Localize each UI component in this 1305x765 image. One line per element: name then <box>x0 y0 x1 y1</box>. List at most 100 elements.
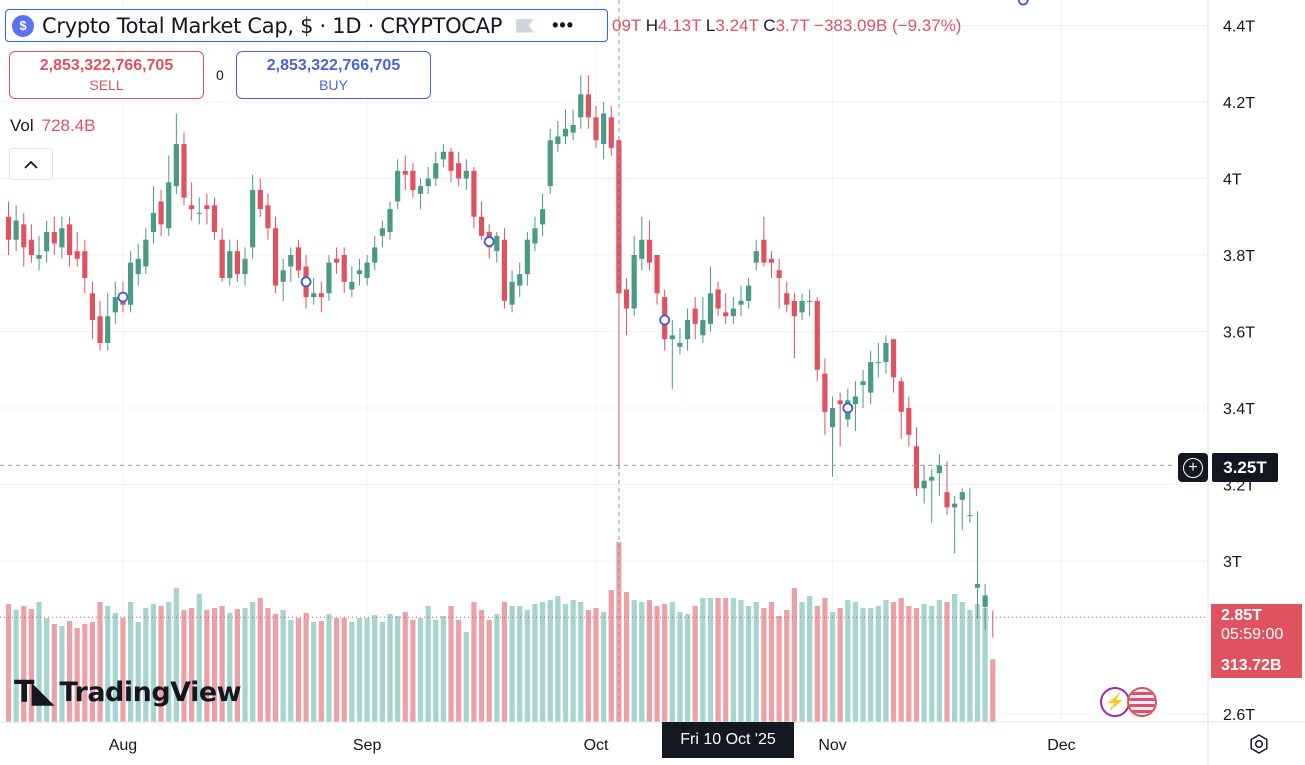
crosshair-price-label: 3.25T <box>1212 453 1278 482</box>
volume-bar <box>974 604 981 722</box>
candle-body <box>509 281 515 305</box>
volume-bar <box>746 606 752 722</box>
candle-body <box>219 239 225 278</box>
candle-body <box>250 189 256 248</box>
volume-bar <box>417 618 424 722</box>
chevron-up-icon[interactable] <box>9 148 53 180</box>
volume-bar <box>585 610 591 722</box>
candle-body <box>36 255 42 259</box>
more-dots-icon[interactable]: ••• <box>552 15 575 35</box>
symbol-header[interactable]: $ Crypto Total Market Cap, $ · 1D · CRYP… <box>5 9 608 42</box>
volume-bar <box>280 610 286 722</box>
volume-bar <box>364 618 370 722</box>
change-value: −383.09B (−9.37%) <box>814 16 962 35</box>
candle-body <box>578 94 584 118</box>
candle-body <box>982 595 988 607</box>
candle-body <box>105 316 111 343</box>
candle-body <box>5 216 12 240</box>
volume-bar <box>608 590 614 722</box>
volume-bar <box>21 606 27 722</box>
volume-bar <box>127 602 134 722</box>
volume-bar <box>890 602 897 722</box>
candle-body <box>715 289 721 309</box>
event-marker-icon <box>300 276 312 288</box>
high-value: 4.13T <box>658 16 702 35</box>
candle-body <box>456 163 462 179</box>
high-label: H <box>645 16 659 35</box>
chart-overlays <box>0 0 1208 722</box>
volume-bar <box>196 594 202 722</box>
candle-body <box>906 408 912 435</box>
buy-label: BUY <box>319 77 348 93</box>
price-tick-label: 3.6T <box>1223 325 1255 342</box>
volume-bar <box>295 618 302 722</box>
price-tick-label: 2.6T <box>1223 707 1255 724</box>
volume-bar <box>738 600 744 722</box>
volume-bar <box>578 602 584 722</box>
candle-body <box>692 308 698 324</box>
spread-value: 0 <box>216 67 224 83</box>
volume-bar <box>944 602 950 722</box>
volume-bar <box>204 610 210 722</box>
volume-bar <box>829 612 836 722</box>
candle-body <box>158 201 164 225</box>
lightning-event-icon[interactable]: ⚡ <box>1100 687 1130 717</box>
event-marker-icon <box>117 291 129 303</box>
volume-bar <box>433 620 439 722</box>
candle-body <box>66 224 73 255</box>
flag-icon[interactable] <box>516 18 535 33</box>
candle-body <box>295 247 302 271</box>
volume-bar <box>868 608 874 722</box>
close-label: C <box>763 16 776 35</box>
candle-body <box>639 239 645 259</box>
volume-bar <box>28 609 34 722</box>
candle-body <box>196 212 202 214</box>
candle-body <box>356 270 363 275</box>
event-marker-icon <box>842 402 854 414</box>
candle-body <box>860 381 866 386</box>
candle-body <box>883 342 889 363</box>
volume-bar <box>181 610 187 722</box>
volume-bar <box>570 600 576 722</box>
tradingview-logo[interactable]: T◣ TradingView <box>14 675 242 710</box>
settings-gear-icon[interactable] <box>1248 733 1270 755</box>
volume-legend: Vol 728.4B <box>10 116 96 136</box>
candle-body <box>654 255 660 294</box>
candle-body <box>791 300 797 317</box>
candle-body <box>417 186 424 194</box>
candle-body <box>540 209 546 225</box>
volume-bar <box>395 616 401 722</box>
time-tick-label: Dec <box>1047 737 1075 754</box>
candle-body <box>372 247 378 263</box>
volume-bar <box>288 620 294 722</box>
volume-bar <box>509 606 515 722</box>
candle-body <box>478 216 485 236</box>
volume-bar <box>639 602 645 722</box>
volume-bar <box>837 608 843 722</box>
volume-bar <box>730 598 736 722</box>
volume-bar <box>799 602 805 722</box>
volume-bar <box>814 606 820 722</box>
candle-body <box>143 239 149 267</box>
candle-body <box>471 170 477 217</box>
us-flag-event-icon[interactable] <box>1127 687 1157 717</box>
volume-bar <box>791 588 797 722</box>
volume-bar <box>471 602 477 722</box>
candle-body <box>875 362 881 364</box>
volume-bar <box>807 596 813 722</box>
sell-price: 2,853,322,766,705 <box>39 57 174 74</box>
buy-button[interactable]: 2,853,322,766,705 BUY <box>236 51 431 99</box>
sell-button[interactable]: 2,853,322,766,705 SELL <box>9 51 204 99</box>
volume-bar <box>372 615 378 722</box>
time-axis: Aug Sep Oct Nov Dec <box>0 721 1305 754</box>
add-alert-button[interactable]: + <box>1178 453 1208 482</box>
volume-bar <box>44 618 50 722</box>
candle-body <box>379 228 385 236</box>
candle-body <box>784 293 790 305</box>
volume-bar <box>692 606 698 722</box>
candle-body <box>623 289 630 309</box>
volume-bar <box>89 622 96 722</box>
symbol-title: Crypto Total Market Cap, $ · 1D · CRYPTO… <box>42 13 503 38</box>
volume-bar <box>120 618 126 722</box>
